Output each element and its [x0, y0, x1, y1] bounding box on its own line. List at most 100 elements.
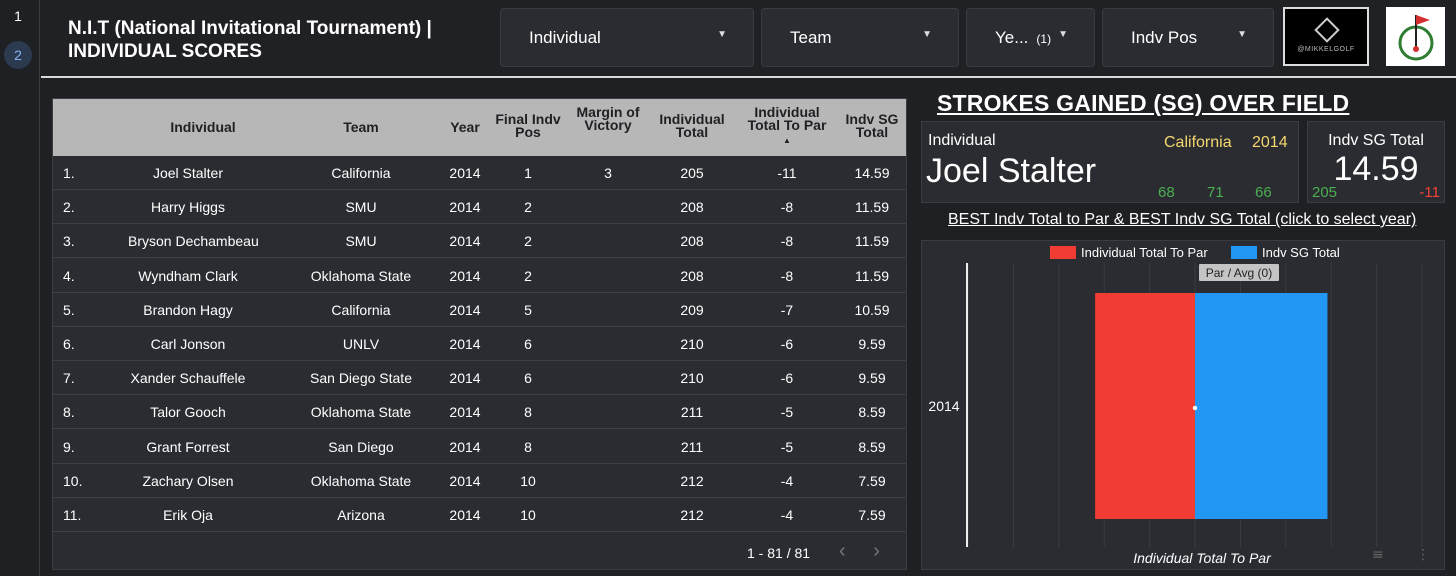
- cell-individual: Wyndham Clark: [138, 267, 238, 284]
- table-row[interactable]: 10. Zachary Olsen Oklahoma State 2014 10 212 -…: [53, 464, 906, 498]
- cell-year: 2014: [449, 165, 481, 181]
- col-indv-sg-total[interactable]: Indv SG Total: [845, 111, 899, 140]
- cell-year: 2014: [449, 267, 481, 284]
- col-individual-total[interactable]: Individual Total: [659, 111, 725, 140]
- col-final-indv-pos[interactable]: Final Indv Pos: [495, 111, 561, 140]
- pagination-text: 1 - 81 / 81: [747, 545, 811, 561]
- legend-label: Indv SG Total: [1262, 245, 1340, 260]
- chevron-down-icon: ▼: [1237, 29, 1247, 40]
- table-row[interactable]: 3. Bryson Dechambeau SMU 2014 2 208 -8 11.59: [53, 224, 906, 259]
- cell-pos: 6: [524, 370, 532, 387]
- sg-card-label: Indv SG Total: [1328, 132, 1424, 149]
- chevron-down-icon: ▼: [922, 29, 932, 40]
- reference-label-box: [1199, 264, 1279, 281]
- col-margin-of-victory[interactable]: Margin of Victory: [576, 104, 640, 133]
- cell-year: 2014: [449, 438, 481, 455]
- round-3-score: 66: [1255, 184, 1272, 201]
- cell-individual: Erik Oja: [163, 507, 213, 523]
- tournament-logo: [1386, 7, 1445, 66]
- cell-total: 212: [680, 507, 704, 523]
- cell-individual: Grant Forrest: [146, 438, 230, 455]
- reference-marker: [1192, 405, 1198, 411]
- cell-pos: 2: [524, 199, 532, 216]
- filter-individual[interactable]: Individual ▼: [500, 8, 754, 67]
- filter-indv-pos[interactable]: Indv Pos ▼: [1102, 8, 1274, 67]
- sg-card-total: 205: [1312, 184, 1338, 201]
- table-row[interactable]: 4. Wyndham Clark Oklahoma State 2014 2 208 -8 1…: [53, 259, 906, 293]
- cell-to-par: -11: [777, 165, 797, 181]
- cell-individual: Brandon Hagy: [143, 301, 233, 318]
- round-2-score: 71: [1207, 184, 1224, 201]
- cell-to-par: -4: [780, 507, 794, 523]
- filter-year-label: Ye... (1): [995, 28, 1052, 47]
- cell-sg: 14.59: [854, 165, 890, 181]
- cell-sg: 11.59: [855, 233, 889, 250]
- cell-team: SMU: [345, 199, 377, 216]
- table-row[interactable]: 5. Brandon Hagy California 2014 5 209 -7 10.59: [53, 293, 906, 327]
- col-individual[interactable]: Individual: [170, 119, 236, 135]
- chart-title-link[interactable]: BEST Indv Total to Par & BEST Indv SG To…: [948, 211, 1417, 228]
- table-row[interactable]: 11. Erik Oja Arizona 2014 10 212 -4 7.59: [53, 498, 906, 532]
- cell-n: 2.: [63, 199, 75, 216]
- col-individual-total-to-par[interactable]: Individual Total To Par ▲: [747, 104, 827, 145]
- header-divider: [41, 76, 1456, 78]
- prev-page-icon[interactable]: ‹: [839, 540, 846, 562]
- cell-individual: Xander Schauffele: [130, 370, 246, 387]
- filter-team-label: Team: [790, 28, 832, 47]
- table-row[interactable]: 9. Grant Forrest San Diego 2014 8 211 -5 8.59: [53, 430, 906, 464]
- table-header: Individual Team Year Final Indv Pos Marg…: [53, 99, 906, 156]
- cell-pos: 6: [524, 336, 532, 352]
- cell-to-par: -6: [780, 370, 794, 387]
- table-row[interactable]: 7. Xander Schauffele San Diego State 2014 6 2…: [53, 361, 906, 396]
- filter-individual-label: Individual: [529, 28, 601, 47]
- sg-bar-chart[interactable]: Individual Total To Par Indv SG Total Par …: [921, 240, 1445, 570]
- y-tick-label: 2014: [928, 398, 959, 414]
- chart-svg: Individual Total To Par Indv SG Total Par …: [928, 245, 1430, 566]
- cell-to-par: -7: [780, 301, 794, 318]
- filter-year[interactable]: Ye... (1) ▼: [966, 8, 1095, 67]
- cell-team: Oklahoma State: [310, 472, 412, 489]
- x-axis-title: Individual Total To Par: [1133, 550, 1272, 566]
- cell-total: 208: [680, 267, 704, 284]
- col-year[interactable]: Year: [450, 119, 480, 135]
- cell-pos: 10: [520, 472, 536, 489]
- table-row[interactable]: 1. Joel Stalter California 2014 1 3 205 -11 14.5…: [53, 156, 906, 190]
- cell-year: 2014: [449, 301, 481, 318]
- next-page-icon[interactable]: ›: [873, 540, 880, 562]
- cell-year: 2014: [449, 404, 481, 421]
- cell-n: 3.: [63, 233, 75, 250]
- cell-individual: Harry Higgs: [151, 199, 225, 216]
- sort-asc-icon: ▲: [783, 136, 791, 145]
- cell-total: 208: [680, 233, 704, 250]
- col-team[interactable]: Team: [343, 119, 379, 135]
- table-row[interactable]: 2. Harry Higgs SMU 2014 2 208 -8 11.59: [53, 190, 906, 225]
- table-row[interactable]: 8. Talor Gooch Oklahoma State 2014 8 211 -5 8.5…: [53, 395, 906, 430]
- pagination-controls: ‹ ›: [839, 540, 880, 563]
- cell-sg: 7.59: [858, 472, 886, 489]
- page-2-link[interactable]: 2: [4, 41, 32, 69]
- filter-team[interactable]: Team ▼: [761, 8, 959, 67]
- flag-logo-icon: [1398, 15, 1434, 61]
- cell-n: 7.: [63, 370, 75, 387]
- page-rail: 1 2: [0, 0, 40, 576]
- cell-team: Oklahoma State: [310, 267, 412, 284]
- cell-n: 9.: [63, 438, 75, 455]
- cell-sg: 11.59: [855, 267, 889, 284]
- cell-individual: Bryson Dechambeau: [128, 233, 259, 250]
- cell-year: 2014: [449, 199, 481, 216]
- chevron-down-icon: ▼: [1058, 29, 1068, 40]
- cell-pos: 10: [520, 507, 536, 523]
- table-row[interactable]: 6. Carl Jonson UNLV 2014 6 210 -6 9.59: [53, 327, 906, 361]
- cell-pos: 1: [524, 165, 532, 181]
- page-1-link[interactable]: 1: [14, 8, 22, 24]
- cell-to-par: -6: [780, 336, 794, 352]
- cell-year: 2014: [449, 507, 481, 523]
- cell-total: 211: [680, 404, 704, 421]
- cell-sg: 7.59: [858, 507, 886, 523]
- cell-n: 5.: [63, 301, 75, 318]
- bar: [1195, 293, 1328, 519]
- cell-total: 209: [680, 301, 704, 318]
- scorecard-year: 2014: [1252, 134, 1288, 151]
- cell-team: California: [331, 165, 391, 181]
